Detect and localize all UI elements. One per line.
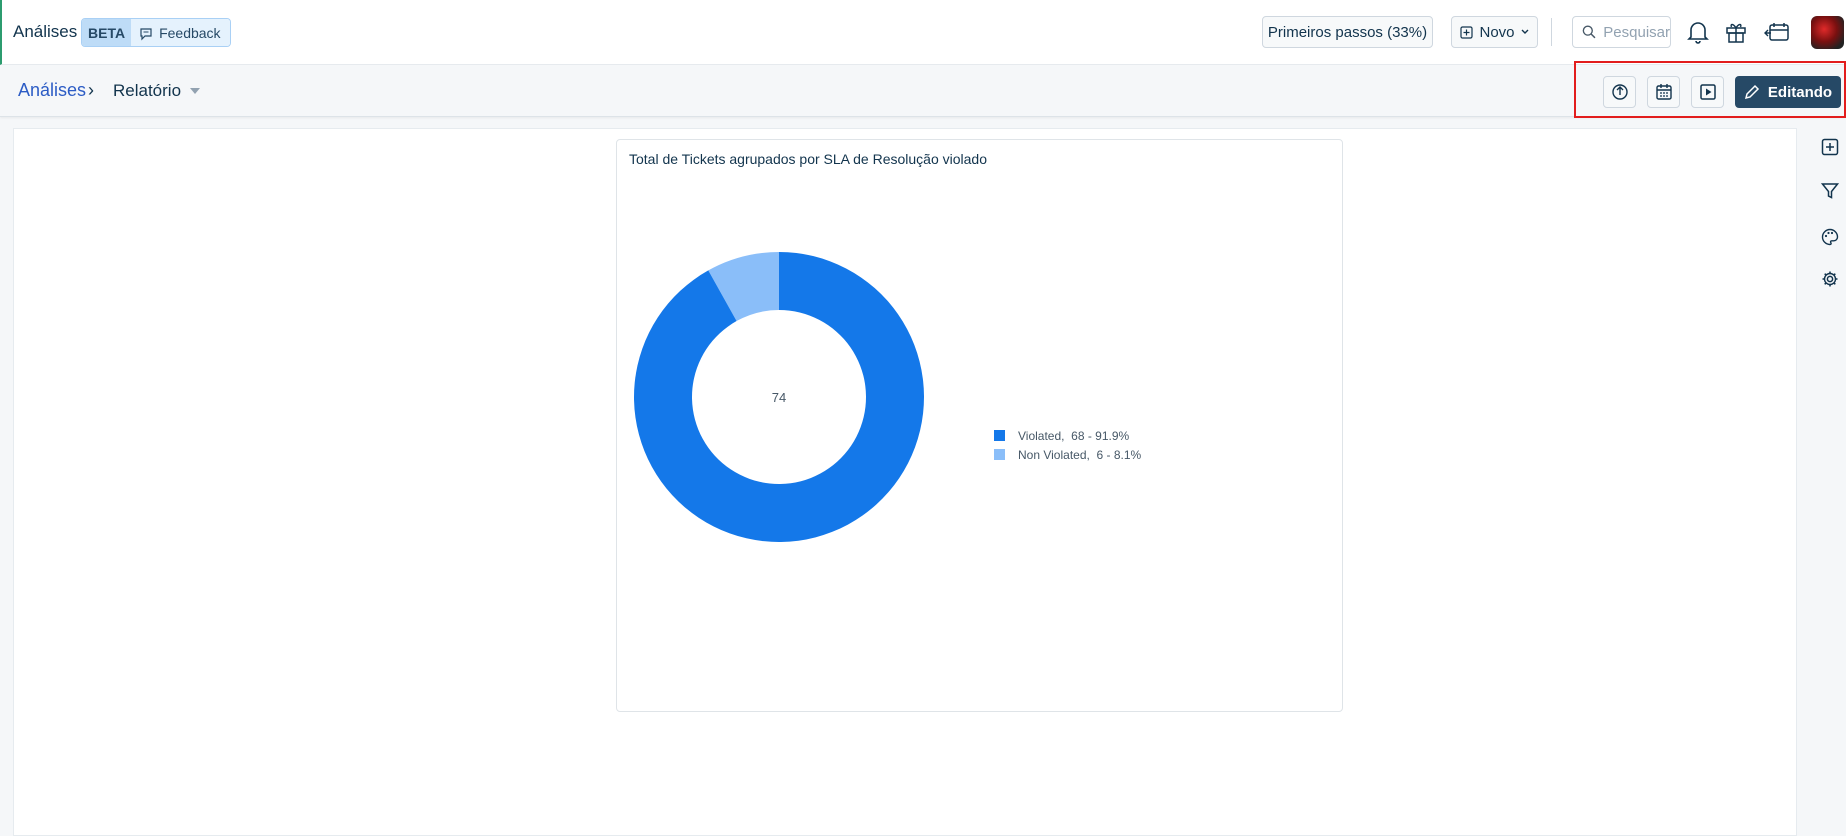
present-button[interactable] [1691, 76, 1724, 108]
pencil-icon [1744, 84, 1759, 100]
breadcrumb-separator: › [88, 80, 94, 100]
settings-icon[interactable] [1819, 268, 1841, 290]
search-input[interactable]: Pesquisar [1572, 16, 1671, 48]
chart-legend: Violated, 68 - 91.9% Non Violated, 6 - 8.… [994, 426, 1141, 464]
legend-label: Non Violated, 6 - 8.1% [1018, 447, 1142, 462]
search-placeholder: Pesquisar [1603, 23, 1670, 41]
export-button[interactable] [1603, 76, 1636, 108]
search-icon [1582, 25, 1596, 39]
calendar-icon [1655, 84, 1672, 100]
divider [1551, 18, 1552, 46]
gift-icon[interactable] [1723, 19, 1749, 45]
right-rail [1808, 128, 1846, 836]
first-steps-label: Primeiros passos (33%) [1267, 23, 1428, 41]
legend-item-violated[interactable]: Violated, 68 - 91.9% [994, 426, 1141, 445]
beta-badge: BETA [82, 19, 132, 46]
legend-item-non-violated[interactable]: Non Violated, 6 - 8.1% [994, 445, 1141, 464]
donut-center-label: 74 [772, 390, 786, 405]
plus-box-icon [1460, 25, 1474, 39]
donut-chart: 74 [634, 252, 924, 542]
palette-icon[interactable] [1819, 226, 1841, 248]
new-label: Novo [1479, 23, 1515, 41]
beta-feedback-group: BETA Feedback [81, 18, 231, 47]
avatar[interactable] [1811, 16, 1844, 49]
chart-title: Total de Tickets agrupados por SLA de Re… [629, 151, 988, 167]
export-icon [1611, 84, 1628, 100]
new-button[interactable]: Novo [1451, 16, 1538, 48]
editing-label: Editando [1767, 83, 1833, 101]
report-selector[interactable]: Relatório [113, 81, 201, 101]
chart-widget[interactable]: Total de Tickets agrupados por SLA de Re… [616, 139, 1343, 712]
first-steps-button[interactable]: Primeiros passos (33%) [1262, 16, 1433, 48]
feedback-label: Feedback [159, 25, 221, 41]
legend-swatch [994, 430, 1005, 441]
report-toolbar: Análises › Relatório Editando [0, 65, 1846, 117]
bell-icon[interactable] [1685, 19, 1711, 45]
caret-down-icon [190, 88, 201, 94]
top-navigation-bar: Análises BETA Feedback Primeiros passos … [0, 0, 1846, 65]
donut-slice-violated[interactable] [634, 252, 924, 542]
app-title: Análises [13, 22, 78, 41]
breadcrumb-root-link[interactable]: Análises [18, 80, 87, 100]
legend-swatch [994, 449, 1005, 460]
editing-button[interactable]: Editando [1735, 76, 1841, 108]
feedback-button[interactable]: Feedback [131, 19, 230, 46]
chevron-down-icon [1521, 29, 1529, 34]
add-widget-icon[interactable] [1819, 136, 1841, 158]
donut-slice-non-violated[interactable] [708, 252, 779, 322]
present-icon [1699, 84, 1716, 100]
breadcrumb-current: Relatório [113, 81, 182, 100]
schedule-button[interactable] [1647, 76, 1680, 108]
legend-label: Violated, 68 - 91.9% [1018, 428, 1130, 443]
chat-icon [140, 28, 152, 41]
filter-icon[interactable] [1819, 180, 1841, 202]
announcement-icon[interactable] [1764, 19, 1790, 45]
